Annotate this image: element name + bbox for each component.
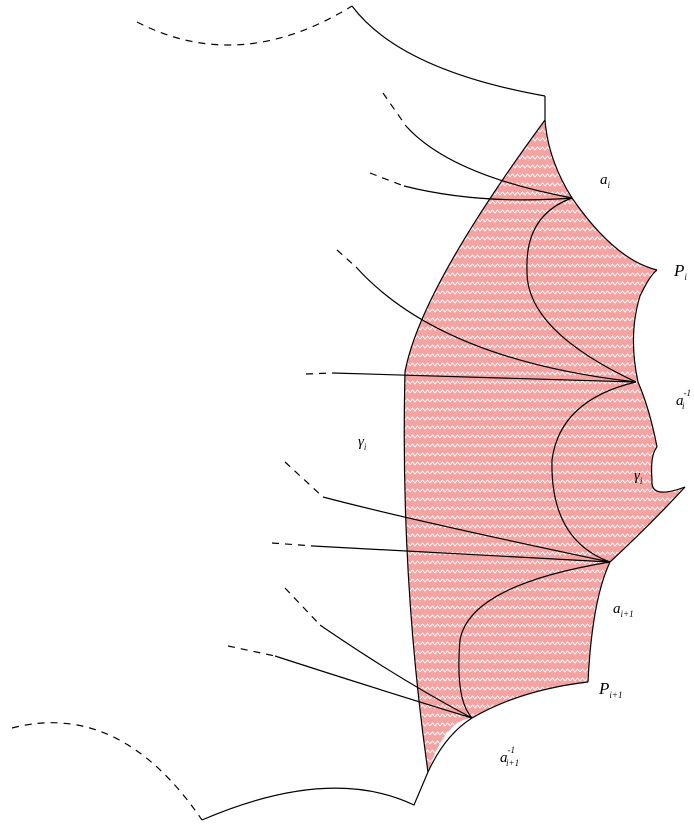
ray-1 [405,125,573,199]
ray-1-dashed [382,92,407,127]
gamma-i-curve [403,119,546,773]
edge-a-i-plus-1-inverse [427,681,589,773]
label-a-i: ai [600,172,611,190]
label-gamma-i-right: γi [634,468,643,486]
ray-6-dashed [271,542,314,547]
dashed-arc-bottom [11,722,203,821]
label-P-i-plus-1: Pi+1 [598,679,622,700]
shaded-region [404,120,685,772]
ray-8-dashed [227,645,276,657]
ray-7-dashed [284,587,321,626]
outer-arc-top [351,5,546,97]
ray-2 [403,185,573,201]
inner-curve-3 [458,561,611,719]
inner-curve-1 [526,197,637,383]
ray-4 [332,372,637,383]
ray-5-dashed [284,461,324,498]
label-P-i: Pi [673,261,687,282]
ray-6 [312,545,611,563]
ray-3-dashed [336,249,357,268]
edge-a-i [544,119,658,271]
ray-4-dashed [305,372,334,375]
gamma-small-cusp [650,446,686,493]
ray-5 [322,496,611,563]
ray-3 [355,266,637,383]
edge-a-i-inverse [632,269,658,448]
inner-curve-2 [551,381,637,563]
ray-8 [274,655,473,719]
dashed-arc-top [136,5,353,46]
label-a-i-plus-1-inverse: a-1 i+1 [500,745,519,768]
ray-2-dashed [369,172,405,187]
label-a-i-inverse: a-1 i [676,388,691,411]
outer-arc-bottom [201,771,429,821]
label-gamma-i-left: γi [358,434,367,452]
ray-7 [319,624,473,719]
label-a-i-plus-1: ai+1 [613,601,634,619]
